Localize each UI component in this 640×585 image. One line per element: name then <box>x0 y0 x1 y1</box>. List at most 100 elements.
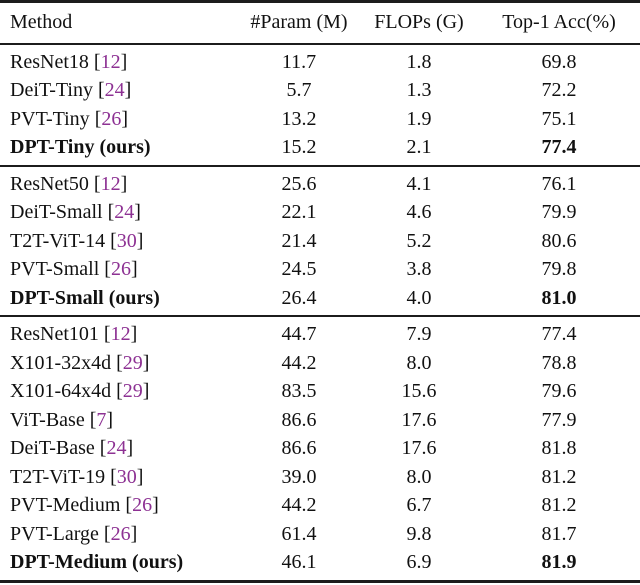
method-name: X101-64x4d <box>10 380 112 402</box>
acc-cell: 81.9 <box>541 551 577 573</box>
method-cell: ViT-Base [7] <box>10 408 114 431</box>
acc-cell: 69.8 <box>541 50 577 73</box>
param-cell: 44.2 <box>281 494 317 516</box>
flops-cell: 4.1 <box>406 172 432 195</box>
method-name: PVT-Large <box>10 522 99 545</box>
column-header-flops: FLOPs (G) <box>360 1 478 45</box>
table-section-1: ResNet18 [12] 11.7 1.8 69.8 DeiT-Tiny [24] 5.… <box>0 44 640 166</box>
method-cell: DeiT-Tiny [24] <box>10 79 132 101</box>
param-cell: 83.5 <box>281 380 317 402</box>
table-row: X101-64x4d [29] 83.5 15.6 79.6 <box>0 377 640 406</box>
method-cell: X101-32x4d [29] <box>10 351 150 374</box>
table-row: ResNet50 [12] 25.6 4.1 76.1 <box>0 166 640 199</box>
table-row: PVT-Tiny [26] 13.2 1.9 75.1 <box>0 105 640 134</box>
table-section-2: ResNet50 [12] 25.6 4.1 76.1 DeiT-Small [24] 2… <box>0 165 640 317</box>
param-cell: 39.0 <box>281 465 317 488</box>
param-cell: 46.1 <box>281 551 317 573</box>
citation-link[interactable]: 29 <box>122 380 143 402</box>
param-cell: 13.2 <box>281 107 317 130</box>
method-cell: X101-64x4d [29] <box>10 380 150 402</box>
method-name: T2T-ViT-14 <box>10 229 106 252</box>
table-header: Method #Param (M) FLOPs (G) Top-1 Acc(%) <box>0 1 640 45</box>
table-row: ResNet18 [12] 11.7 1.8 69.8 <box>0 44 640 77</box>
column-header-method: Method <box>0 1 238 45</box>
citation-link[interactable]: 12 <box>100 50 121 73</box>
method-cell: PVT-Large [26] <box>10 522 138 545</box>
citation-link[interactable]: 24 <box>114 201 135 223</box>
table-section-3: ResNet101 [12] 44.7 7.9 77.4 X101-32x4d [29]… <box>0 316 640 581</box>
acc-cell: 79.8 <box>541 258 577 280</box>
table-row: DeiT-Small [24] 22.1 4.6 79.9 <box>0 198 640 227</box>
method-cell: PVT-Medium [26] <box>10 494 159 516</box>
method-name: DeiT-Tiny <box>10 79 93 101</box>
flops-cell: 1.9 <box>406 107 432 130</box>
acc-cell: 76.1 <box>541 172 577 195</box>
table-row: T2T-ViT-19 [30] 39.0 8.0 81.2 <box>0 463 640 492</box>
flops-cell: 15.6 <box>401 380 437 402</box>
method-cell: DeiT-Base [24] <box>10 437 134 459</box>
method-cell: DPT-Small (ours) <box>0 284 238 317</box>
method-name: DeiT-Small <box>10 201 103 223</box>
method-cell: ResNet18 [12] <box>10 50 128 73</box>
table-row: DPT-Medium (ours) 46.1 6.9 81.9 <box>0 548 640 581</box>
param-cell: 86.6 <box>281 437 317 459</box>
table-row: ResNet101 [12] 44.7 7.9 77.4 <box>0 316 640 349</box>
citation-link[interactable]: 26 <box>132 494 153 516</box>
method-name: T2T-ViT-19 <box>10 465 106 488</box>
method-name: ResNet50 <box>10 172 89 195</box>
citation-link[interactable]: 26 <box>101 107 122 130</box>
acc-cell: 80.6 <box>541 229 577 252</box>
column-header-acc: Top-1 Acc(%) <box>478 1 640 45</box>
param-cell: 22.1 <box>281 201 317 223</box>
param-cell: 21.4 <box>281 229 317 252</box>
table-row: DPT-Small (ours) 26.4 4.0 81.0 <box>0 284 640 317</box>
header-row: Method #Param (M) FLOPs (G) Top-1 Acc(%) <box>0 1 640 45</box>
param-cell: 86.6 <box>281 408 317 431</box>
citation-link[interactable]: 30 <box>116 229 137 252</box>
citation-link[interactable]: 30 <box>116 465 137 488</box>
flops-cell: 9.8 <box>406 522 432 545</box>
acc-cell: 81.8 <box>541 437 577 459</box>
method-name: ResNet18 <box>10 50 89 73</box>
citation-link[interactable]: 24 <box>104 79 125 101</box>
param-cell: 26.4 <box>281 286 317 309</box>
method-cell: PVT-Small [26] <box>10 258 138 280</box>
flops-cell: 8.0 <box>406 351 432 374</box>
acc-cell: 72.2 <box>541 79 577 101</box>
method-name: DPT-Tiny (ours) <box>10 136 151 158</box>
flops-cell: 4.0 <box>406 286 432 309</box>
table-row: ViT-Base [7] 86.6 17.6 77.9 <box>0 406 640 435</box>
flops-cell: 6.7 <box>406 494 432 516</box>
citation-link[interactable]: 24 <box>106 437 127 459</box>
acc-cell: 79.6 <box>541 380 577 402</box>
citation-link[interactable]: 26 <box>110 258 131 280</box>
method-cell: PVT-Tiny [26] <box>10 107 129 130</box>
param-cell: 24.5 <box>281 258 317 280</box>
param-cell: 44.2 <box>281 351 317 374</box>
table-row: DeiT-Tiny [24] 5.7 1.3 72.2 <box>0 76 640 105</box>
table-row: PVT-Small [26] 24.5 3.8 79.8 <box>0 255 640 284</box>
method-name: ViT-Base <box>10 408 85 431</box>
method-cell: T2T-ViT-14 [30] <box>10 229 144 252</box>
citation-link[interactable]: 7 <box>96 408 107 431</box>
method-name: PVT-Tiny <box>10 107 90 130</box>
flops-cell: 8.0 <box>406 465 432 488</box>
param-cell: 5.7 <box>286 79 312 101</box>
param-cell: 15.2 <box>281 136 317 158</box>
method-name: DPT-Small (ours) <box>10 286 160 309</box>
acc-cell: 81.7 <box>541 522 577 545</box>
citation-link[interactable]: 29 <box>122 351 143 374</box>
param-cell: 11.7 <box>281 50 317 73</box>
citation-link[interactable]: 26 <box>110 522 131 545</box>
table-row: X101-32x4d [29] 44.2 8.0 78.8 <box>0 349 640 378</box>
acc-cell: 78.8 <box>541 351 577 374</box>
param-cell: 25.6 <box>281 172 317 195</box>
citation-link[interactable]: 12 <box>110 323 131 345</box>
method-name: DPT-Medium (ours) <box>10 551 184 573</box>
acc-cell: 81.2 <box>541 494 577 516</box>
method-cell: T2T-ViT-19 [30] <box>10 465 144 488</box>
citation-link[interactable]: 12 <box>100 172 121 195</box>
method-cell: ResNet50 [12] <box>10 172 128 195</box>
table-row: PVT-Medium [26] 44.2 6.7 81.2 <box>0 491 640 520</box>
